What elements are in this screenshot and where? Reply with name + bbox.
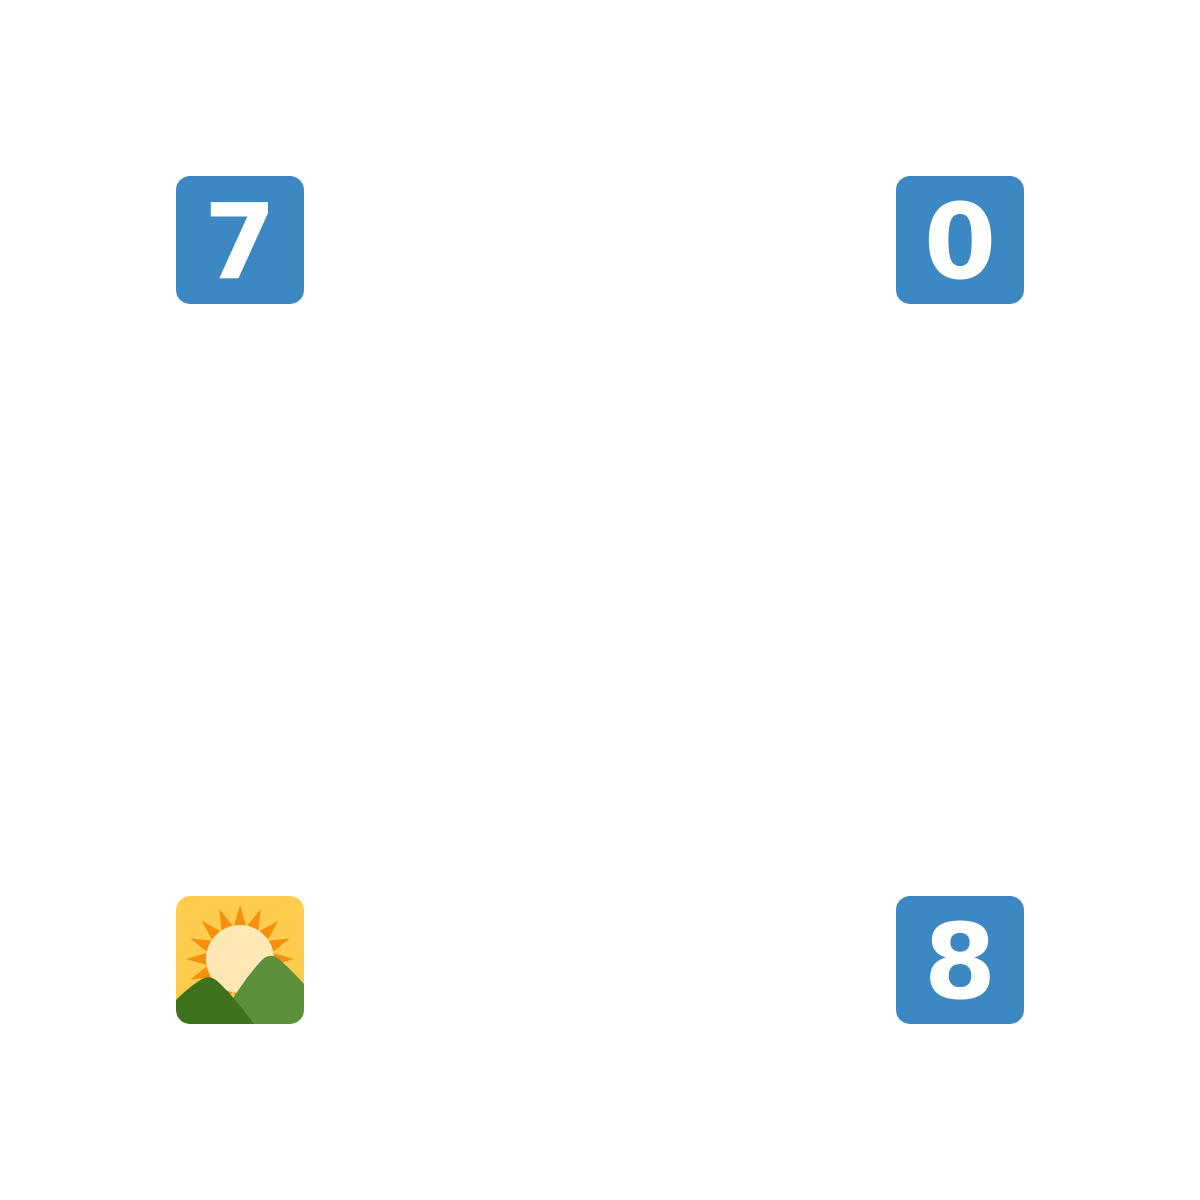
sunrise-over-mountains-graphic	[176, 896, 304, 1024]
keycap-digit-zero-icon: 0	[896, 176, 1024, 304]
sun-ray	[233, 905, 247, 929]
keycap-digit-seven-label: 7	[203, 181, 277, 303]
keycap-digit-seven-icon: 7	[176, 176, 304, 304]
keycap-digit-eight-icon: 8	[896, 896, 1024, 1024]
sun-ray	[186, 952, 210, 966]
sunrise-over-mountains-icon	[176, 896, 304, 1024]
keycap-digit-eight-label: 8	[923, 901, 997, 1023]
keycap-digit-zero-label: 0	[923, 181, 997, 303]
